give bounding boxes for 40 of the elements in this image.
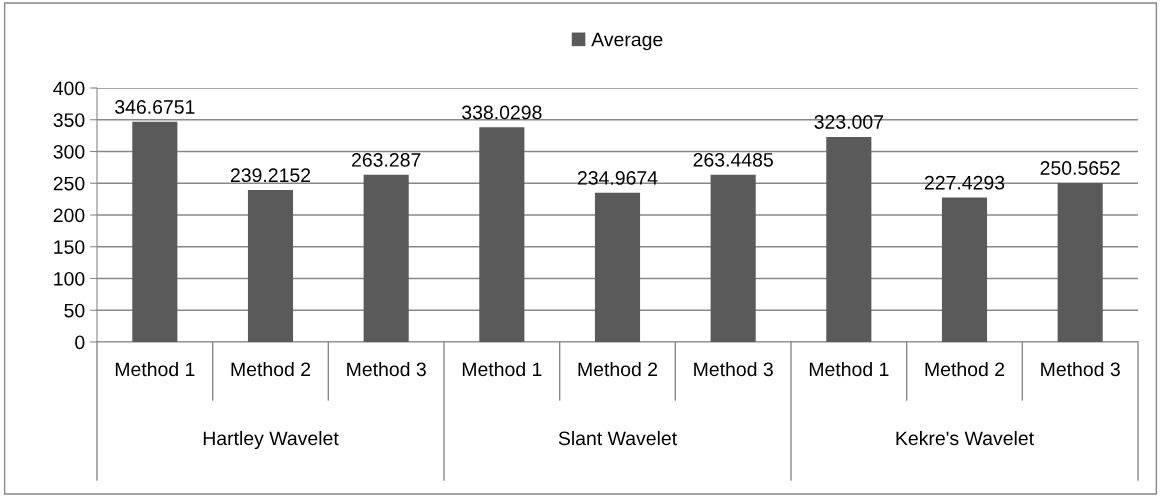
bar <box>1057 182 1103 342</box>
bar <box>247 190 294 342</box>
y-tick-label: 250 <box>53 176 85 191</box>
bar <box>479 127 525 342</box>
data-label: 239.2152 <box>230 168 311 183</box>
y-tick-label: 400 <box>53 81 85 96</box>
y-tick-label: 200 <box>53 208 85 223</box>
bar <box>132 121 178 342</box>
data-label: 250.5652 <box>1040 161 1120 175</box>
x-tick-label: Method 1 <box>115 361 195 377</box>
bar <box>941 197 988 342</box>
bar <box>594 192 641 342</box>
text: Kekre's Wavelet <box>896 430 1034 446</box>
x-tick-label: Method 3 <box>1041 361 1120 377</box>
x-tick-label: Method 2 <box>578 361 658 377</box>
x-tick-label: Method 1 <box>462 361 542 377</box>
legend-label: Average <box>591 32 663 51</box>
y-tick-label: 100 <box>54 271 85 286</box>
text: Hartley Wavelet <box>203 430 339 450</box>
y-tick-label: 50 <box>64 303 85 318</box>
data-label: 323.007 <box>814 115 883 129</box>
data-label: 263.287 <box>352 153 421 167</box>
data-label: 346.6751 <box>115 100 195 114</box>
bar <box>363 174 409 342</box>
bar <box>826 136 872 342</box>
x-tick-label: Method 1 <box>809 361 889 377</box>
y-tick-label: 300 <box>53 144 85 159</box>
y-tick-label: 150 <box>54 240 85 254</box>
x-tick-label: Method 3 <box>694 361 773 377</box>
x-tick-label: Method 2 <box>231 361 311 377</box>
data-label: 234.9674 <box>577 171 658 185</box>
data-label: 338.0298 <box>462 105 542 120</box>
y-tick-label: 0 <box>75 335 85 350</box>
text: Slant Wavelet <box>558 430 677 446</box>
x-tick-label: Method 2 <box>925 361 1005 377</box>
x-tick-label: Method 3 <box>347 361 426 377</box>
data-label: 227.4293 <box>924 175 1005 190</box>
y-tick-label: 350 <box>53 113 85 127</box>
data-label: 263.4485 <box>693 152 773 167</box>
bar <box>710 174 756 342</box>
